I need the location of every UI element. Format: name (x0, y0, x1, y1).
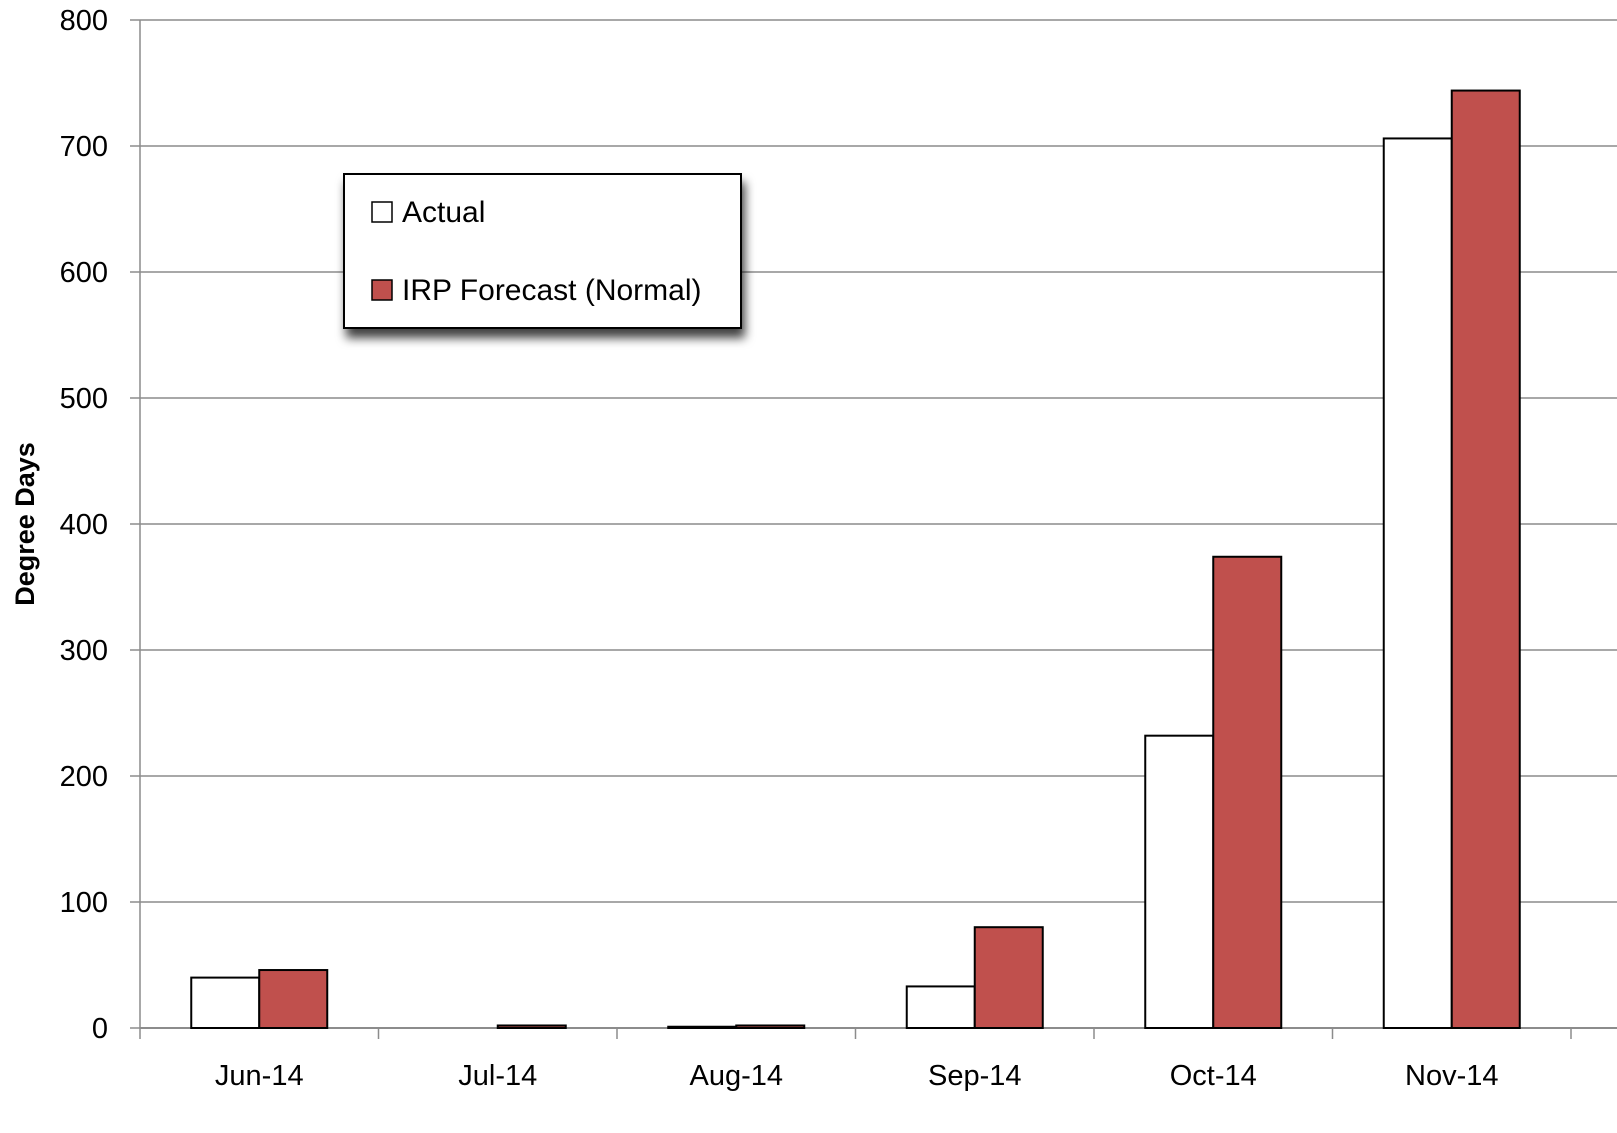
x-tick-label: Aug-14 (689, 1060, 783, 1092)
axes (130, 19, 1617, 1039)
legend-swatch-irp-forecast (371, 279, 393, 301)
y-tick-label: 0 (92, 1013, 108, 1045)
bar-irp-forecast-nov-14 (1450, 89, 1521, 1029)
bar-irp-forecast-jun-14 (258, 969, 329, 1029)
bar-irp-forecast-jul-14 (496, 1024, 567, 1029)
y-tick-label: 100 (60, 887, 108, 919)
legend-label-irp-forecast: IRP Forecast (Normal) (402, 274, 702, 307)
legend-box (343, 173, 742, 329)
bar-actual-oct-14 (1144, 734, 1215, 1029)
bar-irp-forecast-sep-14 (973, 926, 1044, 1030)
x-tick-label: Jul-14 (458, 1060, 537, 1092)
y-axis-title: Degree Days (10, 442, 40, 606)
bar-irp-forecast-aug-14 (735, 1024, 806, 1029)
x-tick-label: Oct-14 (1170, 1060, 1257, 1092)
bar-actual-aug-14 (667, 1025, 738, 1029)
y-tick-label: 200 (60, 761, 108, 793)
y-tick-label: 700 (60, 131, 108, 163)
x-tick-label: Jun-14 (215, 1060, 304, 1092)
legend-swatch-actual (371, 201, 393, 223)
bar-actual-jun-14 (190, 976, 261, 1029)
y-tick-label: 400 (60, 509, 108, 541)
bar-actual-nov-14 (1382, 137, 1453, 1029)
bar-actual-sep-14 (905, 985, 976, 1029)
y-tick-label: 800 (60, 5, 108, 37)
tick-labels: 0 100 200 300 400 500 600 700 800 Jun-14 Jul-14 Aug… (60, 5, 1499, 1092)
y-tick-label: 300 (60, 635, 108, 667)
bar-irp-forecast-oct-14 (1212, 555, 1283, 1029)
legend: Actual IRP Forecast (Normal) (343, 173, 742, 329)
legend-label-actual: Actual (402, 196, 485, 229)
y-tick-label: 500 (60, 383, 108, 415)
bars (190, 89, 1521, 1030)
x-tick-label: Nov-14 (1405, 1060, 1499, 1092)
y-tick-label: 600 (60, 257, 108, 289)
x-tick-label: Sep-14 (928, 1060, 1022, 1092)
